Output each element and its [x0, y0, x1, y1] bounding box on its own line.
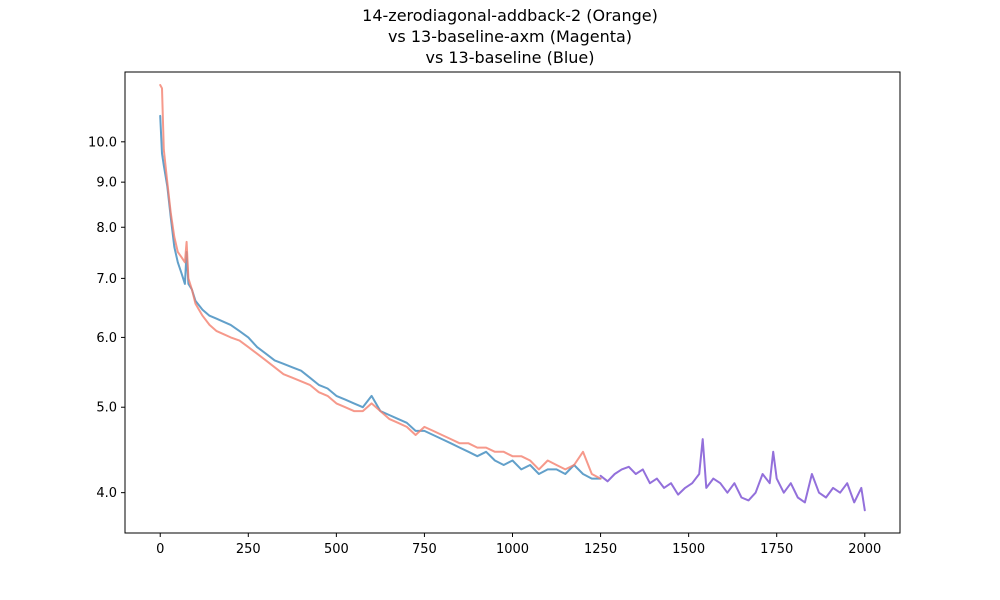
chart-title-line-1: 14-zerodiagonal-addback-2 (Orange)	[362, 6, 658, 25]
chart-title-line-3: vs 13-baseline (Blue)	[425, 48, 594, 67]
x-tick-label: 1250	[584, 542, 617, 557]
y-axis: 4.0 5.0 6.0 7.0 8.0 9.0 10.0	[88, 135, 125, 501]
x-tick-label: 1750	[760, 542, 793, 557]
x-tick-label: 0	[156, 542, 164, 557]
y-tick-label: 7.0	[96, 272, 117, 287]
chart-title-line-2: vs 13-baseline-axm (Magenta)	[388, 27, 632, 46]
y-tick-label: 6.0	[96, 331, 117, 346]
x-tick-label: 250	[236, 542, 261, 557]
series-line-1	[599, 438, 866, 512]
chart-title: 14-zerodiagonal-addback-2 (Orange) vs 13…	[362, 6, 658, 67]
y-tick-label: 9.0	[96, 176, 117, 191]
axes-frame	[124, 71, 901, 534]
x-axis: 0 250 500 750 1000 1250 1500 1750 2000	[156, 533, 881, 557]
x-tick-label: 750	[412, 542, 437, 557]
series-line-3	[159, 84, 602, 480]
plot-lines	[159, 84, 866, 512]
y-tick-label: 8.0	[96, 221, 117, 236]
x-tick-label: 2000	[848, 542, 881, 557]
y-tick-label: 10.0	[88, 135, 117, 150]
x-tick-label: 1000	[496, 542, 529, 557]
y-tick-label: 5.0	[96, 401, 117, 416]
x-tick-label: 1500	[672, 542, 705, 557]
y-tick-label: 4.0	[96, 486, 117, 501]
x-tick-label: 500	[324, 542, 349, 557]
